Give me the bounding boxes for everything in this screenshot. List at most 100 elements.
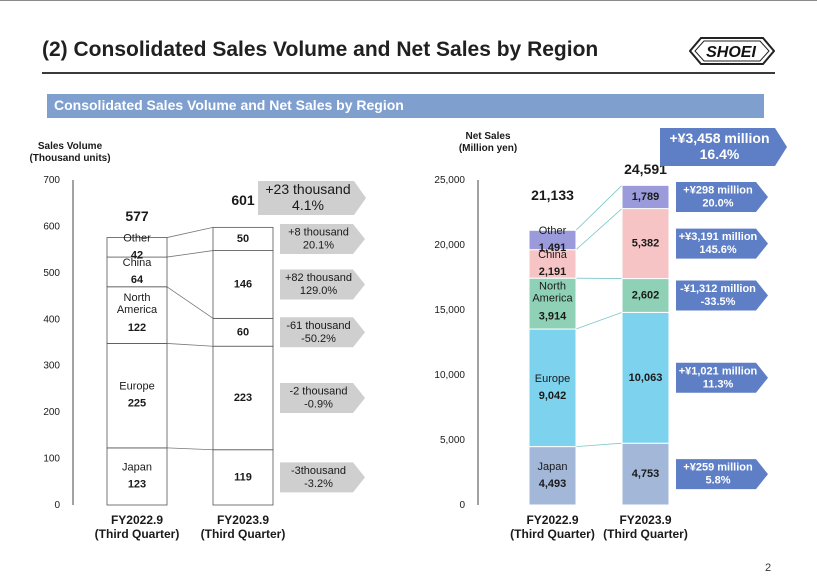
change-label: -3thousand -3.2% xyxy=(291,465,346,490)
change-arrow-box xyxy=(280,317,365,348)
bar-segment xyxy=(106,447,168,506)
change-label: +¥259 million 5.8% xyxy=(683,462,753,487)
segment-value-label: 4,753 xyxy=(632,468,660,480)
bar-segment xyxy=(528,446,577,506)
total-change-label: +23 thousand 4.1% xyxy=(265,181,350,213)
bar-segment xyxy=(212,449,274,506)
bar-segment xyxy=(621,184,670,210)
segment-value-label: 146 xyxy=(234,278,252,290)
logo-text: SHOEI xyxy=(706,44,756,61)
bar-segment xyxy=(106,343,168,449)
segment-value-label: 119 xyxy=(234,471,252,483)
change-arrow-box xyxy=(676,362,768,393)
title-underline xyxy=(42,72,775,74)
bar-segment xyxy=(528,277,577,330)
segment-value-label: 4,493 xyxy=(539,478,567,490)
bar-segment xyxy=(621,311,670,444)
change-arrow-box xyxy=(676,459,768,490)
y-tick-label: 20,000 xyxy=(434,240,465,251)
change-arrow-box xyxy=(280,269,365,300)
total-change-label: +¥3,458 million 16.4% xyxy=(670,130,770,162)
segment-value-label: 122 xyxy=(128,322,146,334)
bar-total-label: 601 xyxy=(231,192,255,208)
segment-value-label: 223 xyxy=(234,392,252,404)
segment-value-label: 1,789 xyxy=(632,191,660,203)
segment-value-label: 2,602 xyxy=(632,289,660,301)
segment-region-label: North America xyxy=(117,292,158,316)
bar-connector-line xyxy=(166,286,214,319)
y-tick-label: 15,000 xyxy=(434,305,465,316)
change-label: +¥1,021 million 11.3% xyxy=(679,365,758,390)
bar-connector-line xyxy=(166,226,214,238)
segment-region-label: Europe xyxy=(535,373,570,385)
y-tick-label: 5,000 xyxy=(440,435,465,446)
change-label: +8 thousand 20.1% xyxy=(288,226,349,251)
segment-value-label: 1,491 xyxy=(539,242,567,254)
bar-segment xyxy=(106,237,168,258)
bar-segment xyxy=(528,249,577,279)
section-header-bar: Consolidated Sales Volume and Net Sales … xyxy=(47,94,764,118)
change-label: +¥298 million 20.0% xyxy=(683,184,753,209)
bar-connector-line xyxy=(575,185,623,231)
bar-segment xyxy=(621,278,670,313)
y-tick-label: 700 xyxy=(43,175,60,186)
y-tick-label: 0 xyxy=(54,500,60,511)
x-category-label: FY2022.9 (Third Quarter) xyxy=(95,513,180,541)
bar-total-label: 21,133 xyxy=(531,187,574,203)
page-number: 2 xyxy=(765,562,772,574)
change-arrow-box xyxy=(676,280,768,311)
x-category-label: FY2023.9 (Third Quarter) xyxy=(201,513,286,541)
bar-connector-line xyxy=(166,447,214,451)
segment-value-label: 60 xyxy=(237,326,249,338)
section-header-text: Consolidated Sales Volume and Net Sales … xyxy=(54,97,404,113)
total-change-arrow-box xyxy=(660,128,787,166)
bar-segment xyxy=(621,208,670,280)
y-tick-label: 10,000 xyxy=(434,370,465,381)
bar-connector-line xyxy=(166,250,214,258)
segment-region-label: Japan xyxy=(538,461,568,473)
segment-region-label: North America xyxy=(532,281,573,305)
y-tick-label: 25,000 xyxy=(434,175,465,186)
y-tick-label: 200 xyxy=(43,407,60,418)
bar-segment xyxy=(212,345,274,451)
change-label: -2 thousand -0.9% xyxy=(289,385,347,410)
bar-segment xyxy=(528,328,577,448)
segment-region-label: Japan xyxy=(122,461,152,473)
segment-region-label: China xyxy=(123,257,153,269)
bar-total-label: 24,591 xyxy=(624,161,667,177)
segment-value-label: 42 xyxy=(131,249,143,261)
change-label: +82 thousand 129.0% xyxy=(285,272,352,297)
change-label: -¥1,312 million -33.5% xyxy=(680,283,756,308)
y-tick-label: 100 xyxy=(43,453,60,464)
y-tick-label: 600 xyxy=(43,221,60,232)
segment-value-label: 123 xyxy=(128,478,146,490)
bar-connector-line xyxy=(575,312,623,330)
y-tick-label: 500 xyxy=(43,267,60,278)
bar-connector-line xyxy=(166,343,214,347)
shoei-logo: SHOEI xyxy=(689,37,775,65)
y-tick-label: 300 xyxy=(43,360,60,371)
y-axis-title: Sales Volume (Thousand units) xyxy=(29,141,110,164)
change-label: +¥3,191 million 145.6% xyxy=(679,231,758,256)
y-axis-title: Net Sales (Million yen) xyxy=(459,131,517,154)
segment-value-label: 5,382 xyxy=(632,237,660,249)
total-change-arrow-box xyxy=(258,181,366,215)
page-title: (2) Consolidated Sales Volume and Net Sa… xyxy=(42,38,599,61)
top-border-line xyxy=(0,0,817,1)
segment-region-label: Europe xyxy=(119,381,154,393)
bar-connector-line xyxy=(575,208,623,250)
bar-segment xyxy=(106,286,168,344)
change-arrow-box xyxy=(280,382,365,413)
segment-region-label: China xyxy=(538,249,568,261)
y-tick-label: 400 xyxy=(43,314,60,325)
bar-segment xyxy=(212,226,274,251)
change-arrow-box xyxy=(676,181,768,212)
bar-segment xyxy=(212,317,274,347)
bar-connector-line xyxy=(575,442,623,447)
segment-value-label: 50 xyxy=(237,233,249,245)
change-arrow-box xyxy=(280,223,365,254)
segment-value-label: 64 xyxy=(131,274,144,286)
segment-value-label: 10,063 xyxy=(629,372,663,384)
bar-total-label: 577 xyxy=(125,208,149,224)
